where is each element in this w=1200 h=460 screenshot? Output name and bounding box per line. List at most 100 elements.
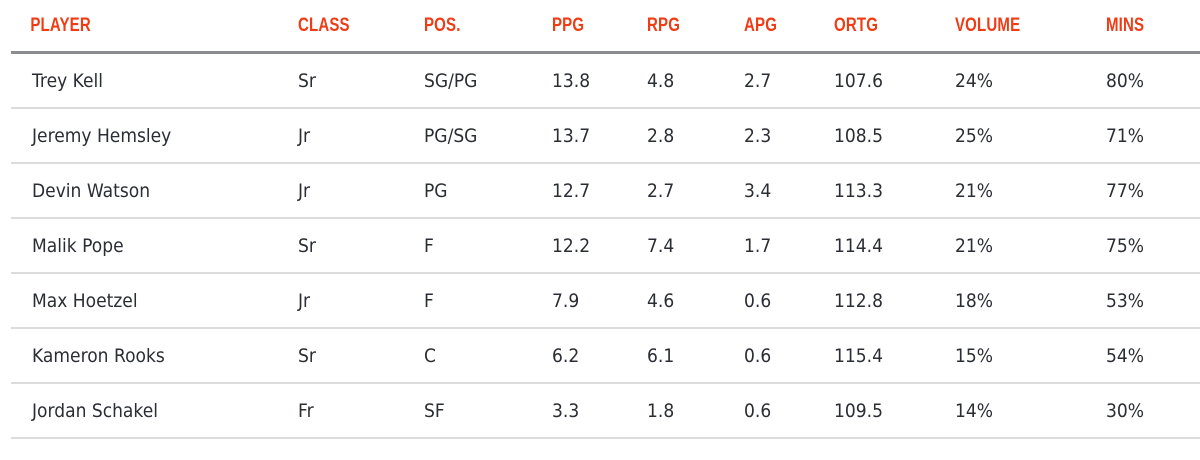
ortg-value: 114.4 bbox=[834, 234, 883, 257]
pos-value: SG/PG bbox=[424, 69, 478, 92]
table-body: Trey Kell Sr SG/PG 13.8 4.8 2.7 107.6 24… bbox=[11, 52, 1200, 439]
cell-player: Kameron Rooks bbox=[11, 328, 298, 384]
cell-rpg: 2.7 bbox=[647, 163, 744, 219]
mins-value: 54% bbox=[1106, 344, 1145, 367]
column-header-apg: APG bbox=[744, 0, 827, 54]
player-name: Kameron Rooks bbox=[32, 344, 165, 367]
table-row: Max Hoetzel Jr F 7.9 4.6 0.6 112.8 18% 5… bbox=[11, 273, 1200, 329]
player-name: Malik Pope bbox=[32, 234, 124, 257]
rpg-value: 2.7 bbox=[647, 179, 675, 202]
apg-value: 3.4 bbox=[744, 179, 772, 202]
cell-class: Jr bbox=[298, 163, 424, 219]
volume-value: 25% bbox=[955, 124, 994, 147]
cell-ppg: 13.7 bbox=[552, 108, 647, 164]
cell-class: Jr bbox=[298, 273, 424, 329]
cell-pos: F bbox=[424, 218, 552, 274]
pos-value: F bbox=[424, 289, 434, 312]
pos-value: F bbox=[424, 234, 434, 257]
column-header-label: VOLUME bbox=[955, 14, 1021, 36]
apg-value: 1.7 bbox=[744, 234, 772, 257]
cell-class: Sr bbox=[298, 52, 424, 109]
cell-apg: 1.7 bbox=[744, 218, 834, 274]
cell-pos: F bbox=[424, 273, 552, 329]
cell-player: Jeremy Hemsley bbox=[11, 108, 298, 164]
ppg-value: 13.7 bbox=[552, 124, 591, 147]
player-name: Jeremy Hemsley bbox=[32, 124, 172, 147]
mins-value: 30% bbox=[1106, 399, 1145, 422]
rpg-value: 4.6 bbox=[647, 289, 675, 312]
rpg-value: 4.8 bbox=[647, 69, 675, 92]
cell-rpg: 4.6 bbox=[647, 273, 744, 329]
ortg-value: 113.3 bbox=[834, 179, 883, 202]
cell-volume: 25% bbox=[955, 108, 1106, 164]
cell-mins: 75% bbox=[1106, 218, 1200, 274]
column-header-label: ORTG bbox=[834, 14, 879, 36]
apg-value: 2.3 bbox=[744, 124, 772, 147]
column-header-label: RPG bbox=[647, 14, 681, 36]
cell-apg: 0.6 bbox=[744, 273, 834, 329]
apg-value: 0.6 bbox=[744, 344, 772, 367]
column-header-mins: MINS bbox=[1106, 0, 1200, 54]
class-value: Sr bbox=[298, 344, 316, 367]
cell-mins: 77% bbox=[1106, 163, 1200, 219]
cell-class: Fr bbox=[298, 383, 424, 439]
table-row: Jeremy Hemsley Jr PG/SG 13.7 2.8 2.3 108… bbox=[11, 108, 1200, 164]
ortg-value: 115.4 bbox=[834, 344, 883, 367]
mins-value: 53% bbox=[1106, 289, 1145, 312]
cell-class: Jr bbox=[298, 108, 424, 164]
column-header-ortg: ORTG bbox=[834, 0, 946, 54]
cell-rpg: 7.4 bbox=[647, 218, 744, 274]
cell-apg: 3.4 bbox=[744, 163, 834, 219]
table-row: Kameron Rooks Sr C 6.2 6.1 0.6 115.4 15%… bbox=[11, 328, 1200, 384]
player-name: Jordan Schakel bbox=[32, 399, 158, 422]
volume-value: 24% bbox=[955, 69, 994, 92]
class-value: Fr bbox=[298, 399, 314, 422]
mins-value: 75% bbox=[1106, 234, 1145, 257]
cell-player: Malik Pope bbox=[11, 218, 298, 274]
cell-pos: PG/SG bbox=[424, 108, 552, 164]
volume-value: 21% bbox=[955, 179, 994, 202]
player-stats-table: PLAYER CLASS POS. PPG RPG APG ORTG VOLUM… bbox=[11, 0, 1200, 439]
column-header-volume: VOLUME bbox=[955, 0, 1094, 54]
player-name: Max Hoetzel bbox=[32, 289, 138, 312]
column-header-ppg: PPG bbox=[552, 0, 640, 54]
cell-player: Devin Watson bbox=[11, 163, 298, 219]
pos-value: SF bbox=[424, 399, 445, 422]
ortg-value: 112.8 bbox=[834, 289, 883, 312]
cell-rpg: 2.8 bbox=[647, 108, 744, 164]
ortg-value: 107.6 bbox=[834, 69, 883, 92]
apg-value: 2.7 bbox=[744, 69, 772, 92]
cell-ppg: 13.8 bbox=[552, 52, 647, 109]
header-row: PLAYER CLASS POS. PPG RPG APG ORTG VOLUM… bbox=[11, 0, 1200, 54]
cell-pos: PG bbox=[424, 163, 552, 219]
rpg-value: 6.1 bbox=[647, 344, 675, 367]
cell-rpg: 6.1 bbox=[647, 328, 744, 384]
pos-value: C bbox=[424, 344, 436, 367]
cell-class: Sr bbox=[298, 328, 424, 384]
volume-value: 15% bbox=[955, 344, 994, 367]
rpg-value: 2.8 bbox=[647, 124, 675, 147]
cell-apg: 2.7 bbox=[744, 52, 834, 109]
cell-ortg: 113.3 bbox=[834, 163, 955, 219]
cell-mins: 80% bbox=[1106, 52, 1200, 109]
column-header-player: PLAYER bbox=[11, 0, 276, 54]
cell-mins: 71% bbox=[1106, 108, 1200, 164]
cell-ortg: 115.4 bbox=[834, 328, 955, 384]
player-name: Devin Watson bbox=[32, 179, 151, 202]
cell-volume: 21% bbox=[955, 163, 1106, 219]
column-header-label: PLAYER bbox=[30, 14, 91, 36]
mins-value: 77% bbox=[1106, 179, 1145, 202]
table-row: Devin Watson Jr PG 12.7 2.7 3.4 113.3 21… bbox=[11, 163, 1200, 219]
cell-class: Sr bbox=[298, 218, 424, 274]
cell-apg: 0.6 bbox=[744, 383, 834, 439]
column-header-label: POS. bbox=[424, 14, 461, 36]
cell-pos: C bbox=[424, 328, 552, 384]
cell-ortg: 114.4 bbox=[834, 218, 955, 274]
class-value: Jr bbox=[298, 289, 311, 312]
cell-pos: SF bbox=[424, 383, 552, 439]
player-stats-table-container: PLAYER CLASS POS. PPG RPG APG ORTG VOLUM… bbox=[11, 0, 1200, 439]
volume-value: 14% bbox=[955, 399, 994, 422]
cell-mins: 30% bbox=[1106, 383, 1200, 439]
cell-ortg: 108.5 bbox=[834, 108, 955, 164]
mins-value: 80% bbox=[1106, 69, 1145, 92]
